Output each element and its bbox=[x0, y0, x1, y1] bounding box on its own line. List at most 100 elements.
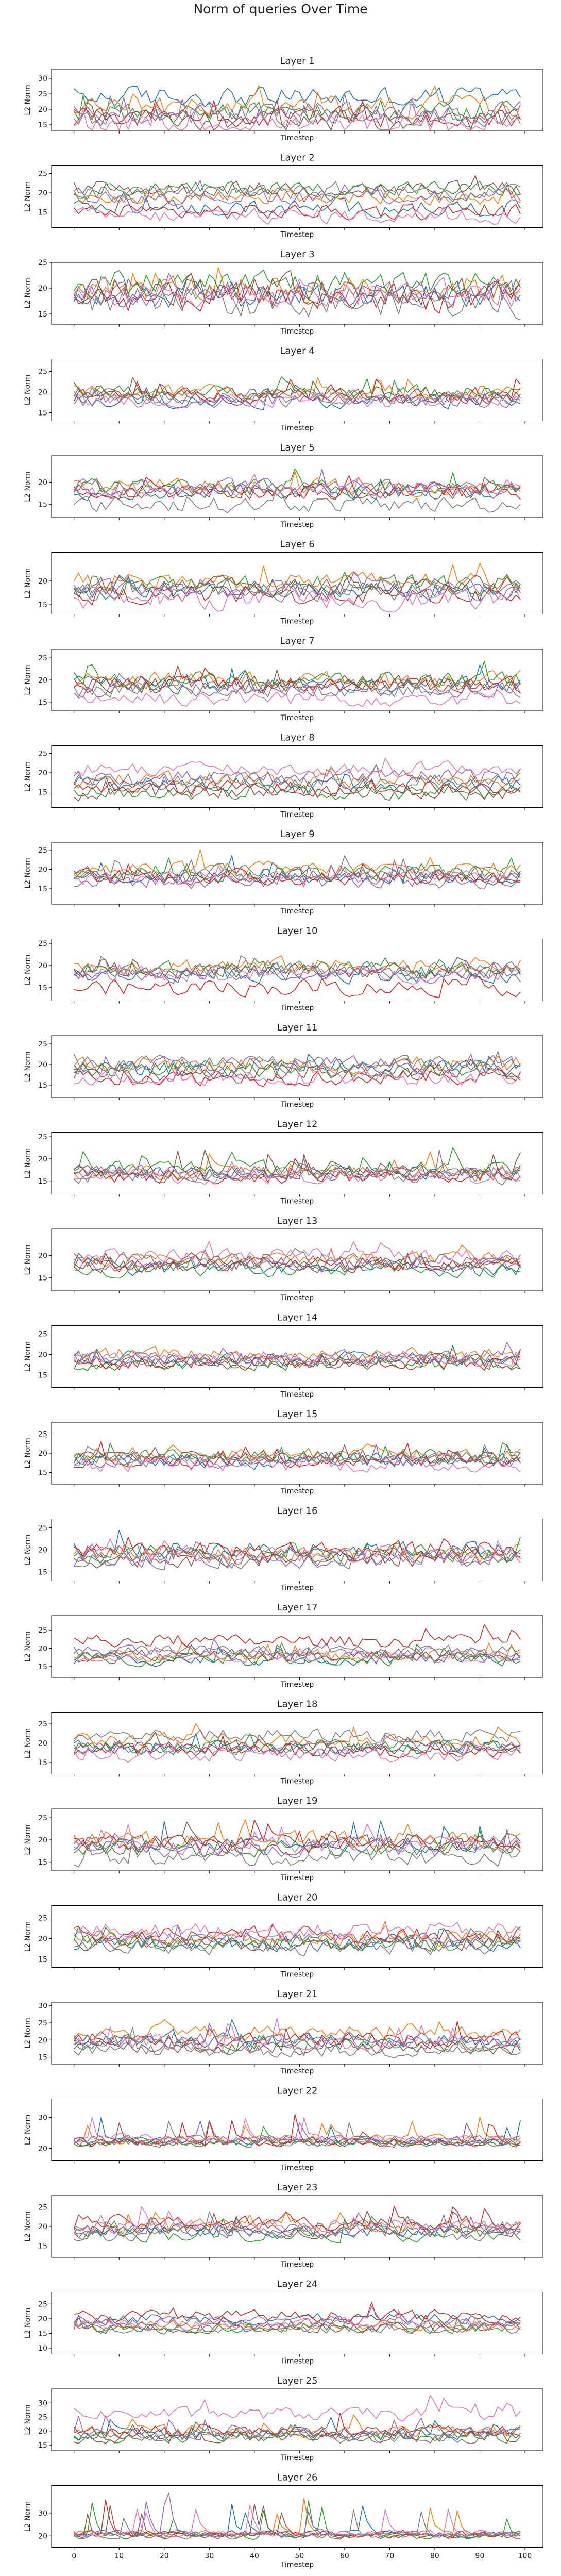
y-tick-label: 25 bbox=[38, 846, 47, 855]
series-line bbox=[74, 2413, 521, 2438]
series-line bbox=[74, 267, 521, 303]
y-tick-label: 15 bbox=[38, 789, 47, 797]
plot-frame bbox=[51, 1035, 543, 1098]
y-tick-label: 20 bbox=[38, 769, 47, 777]
y-tick-label: 15 bbox=[38, 501, 47, 509]
series-line bbox=[74, 960, 521, 985]
x-tick-label: 90 bbox=[475, 2552, 485, 2561]
y-tick-label: 20 bbox=[38, 1252, 47, 1260]
series-line bbox=[74, 1158, 521, 1186]
series-line bbox=[74, 955, 521, 979]
panel-title: Layer 1 bbox=[280, 56, 314, 67]
series-line bbox=[74, 97, 521, 130]
series-line bbox=[74, 474, 521, 500]
series-line bbox=[74, 2509, 521, 2540]
series-line bbox=[74, 661, 521, 690]
series-line bbox=[74, 2395, 521, 2422]
y-tick-label: 15 bbox=[38, 1469, 47, 1477]
series-line bbox=[74, 1819, 521, 1854]
y-axis-label: L2 Norm bbox=[24, 2115, 32, 2145]
y-tick-label: 25 bbox=[38, 940, 47, 948]
series-line bbox=[74, 97, 521, 125]
y-axis-label: L2 Norm bbox=[24, 2308, 32, 2338]
panel-title: Layer 20 bbox=[277, 1892, 318, 1903]
y-axis-label: L2 Norm bbox=[24, 471, 32, 502]
series-line bbox=[74, 270, 521, 298]
series-line bbox=[74, 2321, 521, 2334]
series-line bbox=[74, 85, 521, 120]
plot-frame bbox=[51, 1132, 543, 1194]
series-line bbox=[74, 1161, 521, 1185]
series-line bbox=[74, 1830, 521, 1858]
series-line bbox=[74, 181, 521, 202]
panel-title: Layer 16 bbox=[277, 1506, 318, 1517]
y-axis-label: L2 Norm bbox=[24, 1535, 32, 1565]
y-tick-label: 25 bbox=[38, 1626, 47, 1635]
plot-frame bbox=[51, 552, 543, 614]
series-line bbox=[74, 1922, 521, 1939]
y-tick-label: 15 bbox=[38, 1082, 47, 1090]
plot-frame bbox=[51, 455, 543, 518]
y-tick-label: 15 bbox=[38, 209, 47, 217]
y-axis-label: L2 Norm bbox=[24, 1824, 32, 1855]
series-line bbox=[74, 1150, 521, 1181]
series-line bbox=[74, 2117, 521, 2144]
y-tick-label: 25 bbox=[38, 2019, 47, 2027]
series-line bbox=[74, 175, 521, 197]
series-line bbox=[74, 2499, 521, 2538]
series-line bbox=[74, 669, 521, 694]
y-tick-label: 20 bbox=[38, 1836, 47, 1844]
series-line bbox=[74, 2313, 521, 2325]
panel-title: Layer 21 bbox=[277, 1989, 318, 2000]
x-axis-label: Timestep bbox=[280, 1004, 314, 1012]
series-line bbox=[74, 849, 521, 878]
panel-title: Layer 19 bbox=[277, 1796, 318, 1806]
y-tick-label: 25 bbox=[38, 2204, 47, 2212]
plot-frame bbox=[51, 1905, 543, 1968]
y-tick-label: 20 bbox=[38, 2036, 47, 2045]
series-line bbox=[74, 2117, 521, 2148]
x-axis-label: Timestep bbox=[280, 1777, 314, 1786]
y-tick-label: 15 bbox=[38, 1956, 47, 1964]
series-line bbox=[74, 782, 521, 801]
series-line bbox=[74, 1728, 521, 1743]
series-line bbox=[74, 2216, 521, 2243]
series-line bbox=[74, 99, 521, 130]
series-line bbox=[74, 855, 521, 883]
y-tick-label: 15 bbox=[38, 885, 47, 893]
y-axis-label: L2 Norm bbox=[24, 85, 32, 115]
y-axis-label: L2 Norm bbox=[24, 2211, 32, 2241]
series-line bbox=[74, 1060, 521, 1078]
series-line bbox=[74, 1342, 521, 1368]
y-tick-label: 25 bbox=[38, 1720, 47, 1729]
plot-frame bbox=[51, 2099, 543, 2161]
series-line bbox=[74, 1932, 521, 1957]
series-line bbox=[74, 2306, 521, 2329]
y-tick-label: 20 bbox=[38, 1450, 47, 1458]
x-tick-label: 80 bbox=[430, 2552, 439, 2561]
panel-title: Layer 2 bbox=[280, 153, 314, 163]
y-tick-label: 25 bbox=[38, 1040, 47, 1049]
plot-frame bbox=[51, 939, 543, 1001]
series-line bbox=[74, 2492, 521, 2538]
y-tick-label: 30 bbox=[38, 75, 47, 83]
y-axis-label: L2 Norm bbox=[24, 1341, 32, 1372]
y-tick-label: 20 bbox=[38, 478, 47, 487]
series-line bbox=[74, 93, 521, 128]
plot-frame bbox=[51, 842, 543, 905]
panel-title: Layer 14 bbox=[277, 1312, 318, 1323]
series-line bbox=[74, 2309, 521, 2331]
y-tick-label: 15 bbox=[38, 2330, 47, 2338]
series-line bbox=[74, 2504, 521, 2537]
series-line bbox=[74, 577, 521, 603]
y-tick-label: 25 bbox=[38, 1431, 47, 1439]
plot-frame bbox=[51, 2485, 543, 2548]
x-axis-label: Timestep bbox=[280, 231, 314, 239]
series-line bbox=[74, 2018, 521, 2053]
y-tick-label: 25 bbox=[38, 368, 47, 376]
y-tick-label: 10 bbox=[38, 2345, 47, 2353]
y-tick-label: 20 bbox=[38, 285, 47, 293]
panel-title: Layer 13 bbox=[277, 1216, 318, 1226]
x-axis-label: Timestep bbox=[280, 2561, 314, 2569]
y-tick-label: 20 bbox=[38, 2145, 47, 2153]
